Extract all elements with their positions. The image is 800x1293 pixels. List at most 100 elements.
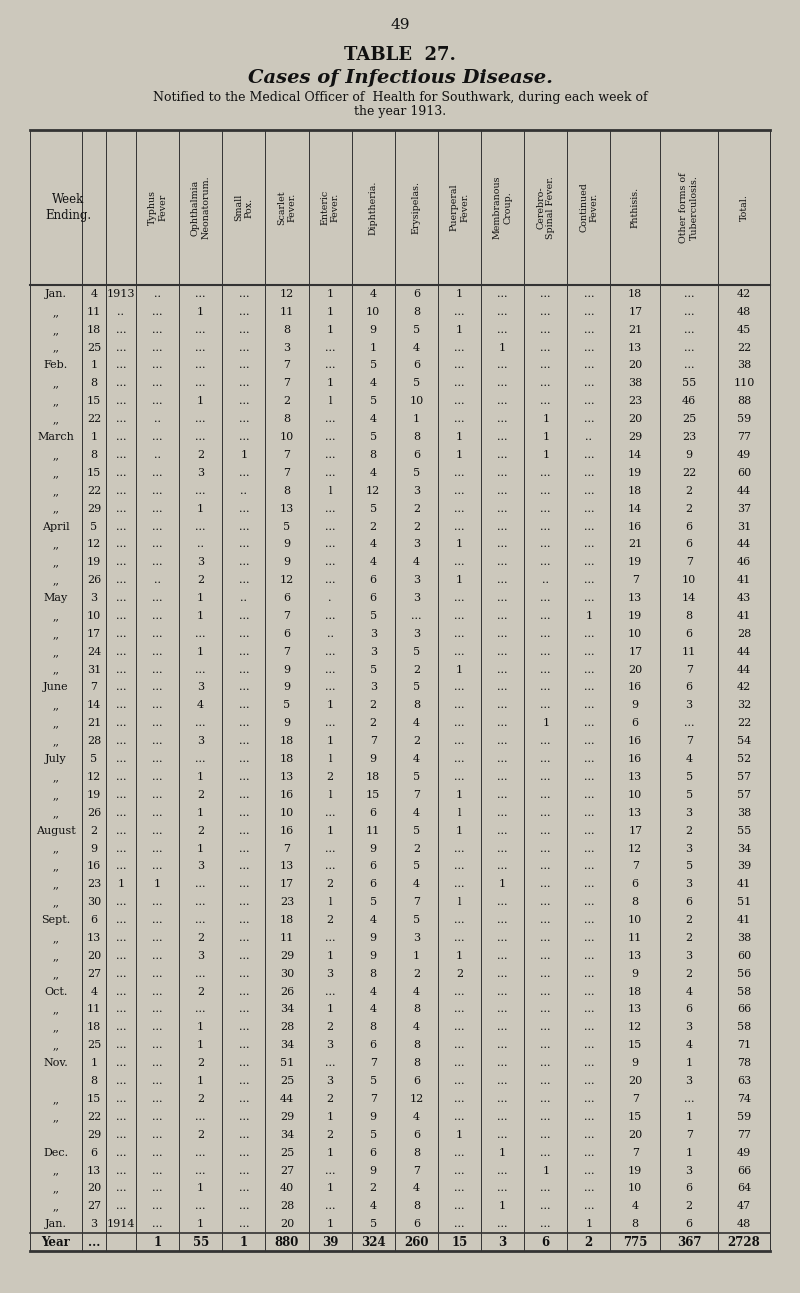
- Text: ...: ...: [498, 897, 508, 908]
- Text: 5: 5: [370, 396, 377, 406]
- Text: ,,: ,,: [53, 968, 59, 979]
- Text: ...: ...: [195, 325, 206, 335]
- Text: 2: 2: [413, 521, 420, 531]
- Text: ...: ...: [454, 879, 465, 890]
- Text: ...: ...: [238, 701, 249, 710]
- Text: 59: 59: [737, 1112, 751, 1122]
- Text: 1: 1: [326, 736, 334, 746]
- Text: 4: 4: [413, 343, 420, 353]
- Text: 29: 29: [280, 1112, 294, 1122]
- Text: ...: ...: [584, 808, 594, 817]
- Text: ...: ...: [152, 934, 163, 943]
- Text: 7: 7: [632, 1148, 638, 1157]
- Text: 1: 1: [197, 772, 204, 782]
- Text: ...: ...: [584, 701, 594, 710]
- Text: 1: 1: [326, 1219, 334, 1230]
- Text: 13: 13: [628, 593, 642, 603]
- Text: ...: ...: [454, 306, 465, 317]
- Text: ...: ...: [238, 1041, 249, 1050]
- Text: 13: 13: [628, 1005, 642, 1015]
- Text: 15: 15: [628, 1112, 642, 1122]
- Text: 47: 47: [737, 1201, 751, 1212]
- Text: ...: ...: [116, 1023, 126, 1032]
- Text: ...: ...: [238, 1130, 249, 1139]
- Text: ...: ...: [325, 934, 335, 943]
- Text: 20: 20: [628, 414, 642, 424]
- Text: 25: 25: [280, 1148, 294, 1157]
- Text: 44: 44: [737, 539, 751, 550]
- Text: ...: ...: [116, 897, 126, 908]
- Text: ...: ...: [195, 754, 206, 764]
- Text: 1: 1: [197, 612, 204, 621]
- Text: ...: ...: [152, 897, 163, 908]
- Text: 9: 9: [283, 683, 290, 693]
- Text: ...: ...: [498, 701, 508, 710]
- Text: ...: ...: [238, 1112, 249, 1122]
- Text: ...: ...: [454, 628, 465, 639]
- Text: ...: ...: [325, 468, 335, 478]
- Text: ...: ...: [541, 325, 551, 335]
- Text: ...: ...: [584, 306, 594, 317]
- Text: 4: 4: [413, 557, 420, 568]
- Text: ...: ...: [498, 987, 508, 997]
- Text: ...: ...: [152, 1112, 163, 1122]
- Text: ...: ...: [498, 379, 508, 388]
- Text: 48: 48: [737, 1219, 751, 1230]
- Text: 8: 8: [413, 1058, 420, 1068]
- Text: 3: 3: [498, 1236, 506, 1249]
- Text: ...: ...: [238, 1201, 249, 1212]
- Text: 4: 4: [370, 468, 377, 478]
- Text: 1: 1: [197, 808, 204, 817]
- Text: ...: ...: [152, 736, 163, 746]
- Text: 2: 2: [370, 521, 377, 531]
- Text: ...: ...: [116, 808, 126, 817]
- Text: 45: 45: [737, 325, 751, 335]
- Text: 28: 28: [280, 1023, 294, 1032]
- Text: ...: ...: [541, 968, 551, 979]
- Text: 3: 3: [197, 468, 204, 478]
- Text: ...: ...: [325, 646, 335, 657]
- Text: 23: 23: [280, 897, 294, 908]
- Text: Jan.: Jan.: [45, 1219, 67, 1230]
- Text: 25: 25: [280, 1076, 294, 1086]
- Text: ...: ...: [541, 772, 551, 782]
- Text: ...: ...: [116, 1201, 126, 1212]
- Text: 7: 7: [632, 861, 638, 871]
- Text: ...: ...: [152, 1076, 163, 1086]
- Text: ..: ..: [154, 288, 161, 299]
- Text: ...: ...: [541, 486, 551, 495]
- Text: 6: 6: [370, 879, 377, 890]
- Text: ..: ..: [197, 539, 204, 550]
- Text: ,,: ,,: [53, 665, 59, 675]
- Text: ...: ...: [541, 754, 551, 764]
- Text: 1: 1: [326, 379, 334, 388]
- Text: ...: ...: [325, 1201, 335, 1212]
- Text: ...: ...: [325, 1165, 335, 1175]
- Text: 3: 3: [686, 1076, 693, 1086]
- Text: ...: ...: [325, 612, 335, 621]
- Text: 6: 6: [686, 897, 693, 908]
- Text: ...: ...: [152, 719, 163, 728]
- Text: ...: ...: [238, 343, 249, 353]
- Text: ...: ...: [152, 968, 163, 979]
- Text: ...: ...: [152, 503, 163, 513]
- Text: June: June: [43, 683, 69, 693]
- Text: Notified to the Medical Officer of  Health for Southwark, during each week of: Notified to the Medical Officer of Healt…: [153, 92, 647, 105]
- Text: 2: 2: [197, 1094, 204, 1104]
- Text: ...: ...: [116, 826, 126, 835]
- Text: 18: 18: [280, 915, 294, 924]
- Text: ...: ...: [325, 683, 335, 693]
- Text: 2: 2: [283, 396, 290, 406]
- Text: 8: 8: [413, 432, 420, 442]
- Text: ,,: ,,: [53, 628, 59, 639]
- Text: Cerebro-
Spinal Fever.: Cerebro- Spinal Fever.: [536, 176, 555, 239]
- Text: Continued
Fever.: Continued Fever.: [579, 182, 598, 233]
- Text: ,,: ,,: [53, 343, 59, 353]
- Text: 1: 1: [197, 1183, 204, 1193]
- Text: 42: 42: [737, 288, 751, 299]
- Text: 7: 7: [632, 575, 638, 586]
- Text: 2: 2: [197, 1130, 204, 1139]
- Text: ...: ...: [584, 934, 594, 943]
- Text: 21: 21: [628, 539, 642, 550]
- Text: 1: 1: [90, 1058, 98, 1068]
